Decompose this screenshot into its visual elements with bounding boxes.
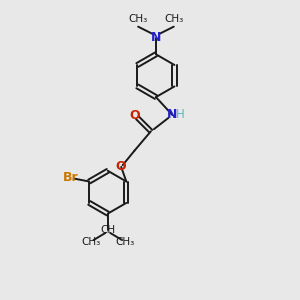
Text: CH₃: CH₃ <box>116 237 135 248</box>
Text: CH₃: CH₃ <box>164 14 183 24</box>
Text: O: O <box>116 160 127 173</box>
Text: N: N <box>167 108 178 122</box>
Text: CH₃: CH₃ <box>81 237 100 248</box>
Text: N: N <box>151 32 161 44</box>
Text: H: H <box>176 108 185 122</box>
Text: Br: Br <box>63 170 79 184</box>
Text: CH₃: CH₃ <box>128 14 148 24</box>
Text: CH: CH <box>100 225 116 235</box>
Text: O: O <box>130 109 140 122</box>
